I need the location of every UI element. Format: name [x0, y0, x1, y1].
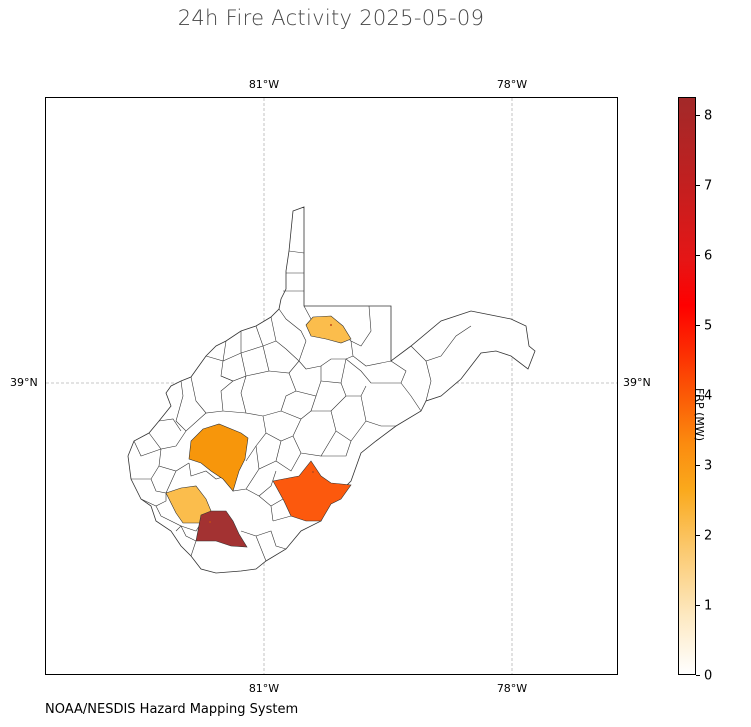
colorbar-tick-mark [696, 465, 700, 466]
county-fire-southeast[interactable] [272, 460, 352, 522]
colorbar [678, 97, 696, 675]
colorbar-tick-mark [696, 675, 700, 676]
county-borders [131, 250, 472, 562]
colorbar-label-7: 7 [704, 178, 713, 194]
colorbar-label-8: 8 [704, 108, 713, 124]
colorbar-label-0: 0 [704, 668, 713, 684]
colorbar-tick-mark [696, 535, 700, 536]
fire-detections [209, 324, 332, 523]
colorbar-label-3: 3 [704, 458, 713, 474]
colorbar-tick-mark [696, 185, 700, 186]
top-tick-78w: 78°W [496, 78, 528, 91]
colorbar-label-1: 1 [704, 598, 713, 614]
map-title: 24h Fire Activity 2025-05-09 [177, 6, 485, 30]
bottom-tick-78w: 78°W [496, 682, 528, 695]
bottom-tick-81w: 81°W [248, 682, 280, 695]
colorbar-tick-mark [696, 605, 700, 606]
colorbar-tick-mark [696, 255, 700, 256]
left-tick-39n: 39°N [10, 376, 38, 389]
colorbar-tick-mark [696, 325, 700, 326]
county-fire-north[interactable] [305, 315, 352, 344]
county-map [46, 98, 617, 674]
colorbar-label-2: 2 [704, 528, 713, 544]
colorbar-title: FRP (MW) [693, 388, 706, 442]
county-fire-south[interactable] [195, 510, 248, 548]
right-tick-39n: 39°N [623, 376, 651, 389]
colorbar-label-6: 6 [704, 248, 713, 264]
colorbar-label-4: 4 [704, 388, 713, 404]
colorbar-tick-mark [696, 395, 700, 396]
colorbar-tick-mark [696, 115, 700, 116]
top-tick-81w: 81°W [248, 78, 280, 91]
map-panel [45, 97, 618, 675]
county-fire-central-west[interactable] [188, 423, 249, 492]
colorbar-label-5: 5 [704, 318, 713, 334]
source-credit: NOAA/NESDIS Hazard Mapping System [45, 702, 299, 717]
